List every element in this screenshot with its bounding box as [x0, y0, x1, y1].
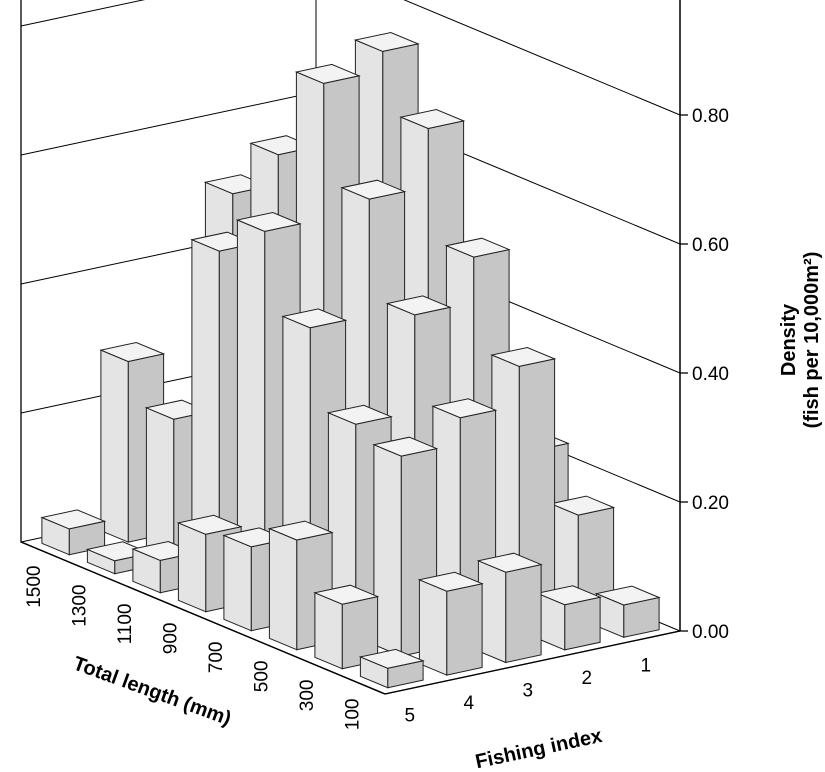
length-tick-label: 1300 — [69, 585, 90, 627]
bar-side — [177, 522, 207, 613]
z-axis-title: Fishing index — [473, 725, 604, 772]
length-tick-label: 700 — [206, 642, 227, 674]
length-tick-label: 1100 — [115, 604, 136, 645]
floor-front-edges — [20, 541, 681, 695]
bar-side — [100, 349, 129, 543]
bar-front — [505, 563, 542, 664]
index-tick-label: 3 — [523, 681, 534, 702]
index-tick-label: 1 — [641, 655, 652, 676]
bar-top — [549, 495, 616, 516]
bar — [535, 585, 602, 651]
length-tick-label: 300 — [297, 680, 318, 712]
bar-top — [176, 514, 243, 535]
bar-top — [313, 584, 380, 605]
bar-side — [268, 527, 298, 651]
y-axis-title-line1: Density — [778, 303, 800, 376]
bar-top — [385, 295, 452, 316]
length-tick-label: 500 — [251, 661, 272, 693]
index-tick-label: 5 — [405, 706, 416, 727]
bar-front — [446, 583, 483, 676]
bar-top — [358, 648, 425, 669]
bar — [313, 584, 380, 670]
bar-top — [353, 31, 420, 52]
length-tick-label: 1500 — [24, 566, 45, 608]
bar-top — [326, 404, 393, 425]
bar-top — [281, 308, 348, 329]
bar — [476, 552, 543, 664]
bar-top — [476, 552, 543, 573]
bar — [594, 585, 661, 639]
bar-top — [431, 398, 498, 419]
length-tick-label: 900 — [160, 623, 181, 655]
bar-top — [267, 520, 334, 541]
bar-top — [99, 341, 166, 363]
axes: 0.000.200.400.600.801.001003005007009001… — [20, 106, 729, 731]
bar-top — [40, 509, 107, 530]
bar-top — [372, 436, 439, 457]
bar-side — [314, 592, 343, 670]
bar-top — [417, 571, 484, 592]
y-tick-label: 0.20 — [692, 493, 729, 514]
bar-top — [490, 346, 557, 367]
bar — [358, 648, 425, 689]
index-tick-label: 4 — [464, 693, 475, 714]
bar-front — [564, 596, 601, 651]
gridline — [20, 0, 681, 116]
y-tick-label: 0.60 — [692, 235, 729, 256]
y-tick-label: 0.40 — [692, 364, 729, 385]
bars — [40, 31, 661, 689]
y-tick-label: 0.80 — [692, 106, 729, 127]
index-tick-label: 2 — [582, 668, 593, 689]
y-axis-title-line2: (fish per 10,000m²) — [801, 252, 823, 429]
y-tick-label: 0.00 — [692, 622, 729, 643]
bar-side — [223, 534, 252, 632]
bar-top — [340, 179, 407, 200]
bar-top — [235, 211, 302, 232]
bar-top — [535, 585, 602, 606]
length-tick-label: 100 — [342, 699, 363, 731]
bar-side — [145, 407, 175, 562]
bar-top — [594, 585, 661, 606]
bar — [417, 571, 484, 676]
bar-top — [294, 63, 361, 84]
bar-top — [444, 237, 511, 258]
bar-top — [399, 108, 466, 130]
